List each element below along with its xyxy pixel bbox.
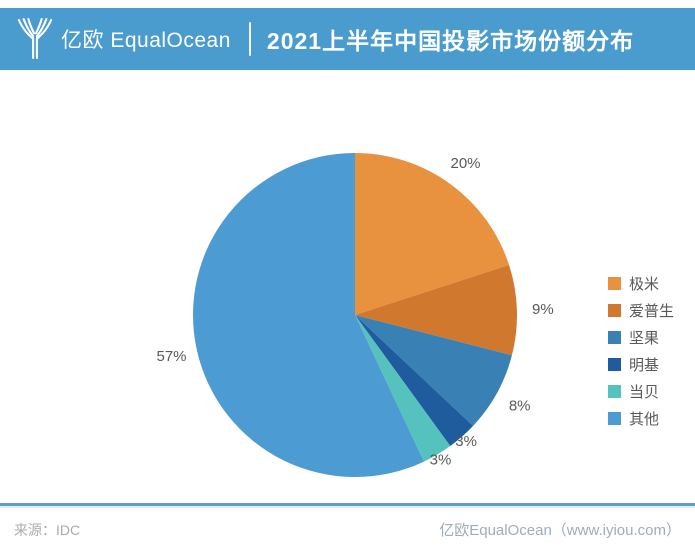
- pie-slice-label-5: 57%: [156, 348, 186, 365]
- pie-slice-label-2: 8%: [509, 398, 531, 415]
- legend-label-4: 当贝: [629, 383, 660, 401]
- credit-label: 亿欧EqualOcean（www.iyiou.com）: [439, 522, 681, 539]
- pie-slice-label-3: 3%: [455, 433, 477, 450]
- pie-slice-2: [355, 315, 512, 426]
- legend-swatch-0: [608, 276, 621, 290]
- pie-slice-5: [192, 153, 424, 477]
- source-label: 来源：IDC: [14, 521, 81, 538]
- legend-label-0: 极米: [629, 275, 660, 293]
- chart-legend: 极米爱普生坚果明基当贝其他: [608, 274, 675, 428]
- pie-slice-0: [355, 153, 510, 315]
- pie-chart-area: 20% 9% 8% 3% 3% 57% 极米爱普生坚果明基当贝其他: [0, 70, 695, 503]
- legend-label-2: 坚果: [629, 329, 660, 347]
- legend-swatch-4: [608, 384, 621, 398]
- pie-slice-label-0: 20%: [450, 155, 480, 172]
- equalocean-logo-icon: [17, 18, 53, 60]
- pie-slice-4: [355, 315, 451, 462]
- pie-slice-3: [355, 315, 474, 447]
- legend-item-4: 当贝: [608, 382, 674, 401]
- legend-item-5: 其他: [608, 409, 674, 428]
- logo-text: 亿欧 EqualOcean: [61, 29, 231, 52]
- legend-label-3: 明基: [629, 356, 660, 374]
- header-banner: 亿欧 EqualOcean 2021上半年中国投影市场份额分布: [0, 8, 695, 70]
- legend-label-5: 其他: [629, 410, 660, 428]
- legend-swatch-3: [608, 357, 621, 371]
- legend-swatch-2: [608, 330, 621, 344]
- legend-item-2: 坚果: [608, 328, 674, 347]
- legend-item-1: 爱普生: [608, 301, 675, 320]
- legend-item-0: 极米: [608, 274, 674, 293]
- pie-slice-label-1: 9%: [532, 301, 554, 318]
- legend-swatch-5: [608, 411, 621, 425]
- equalocean-logo: 亿欧 EqualOcean: [16, 17, 231, 61]
- legend-label-1: 爱普生: [629, 302, 675, 320]
- pie-chart: 20% 9% 8% 3%3% 57%: [156, 153, 554, 477]
- legend-item-3: 明基: [608, 355, 674, 374]
- pie-slice-1: [355, 264, 517, 356]
- footer: 来源：IDC 亿欧EqualOcean（www.iyiou.com）: [0, 503, 695, 540]
- pie-slice-label-4: 3%: [430, 452, 452, 469]
- legend-swatch-1: [608, 303, 621, 317]
- page-title: 2021上半年中国投影市场份额分布: [266, 28, 635, 54]
- header-divider: [248, 22, 251, 56]
